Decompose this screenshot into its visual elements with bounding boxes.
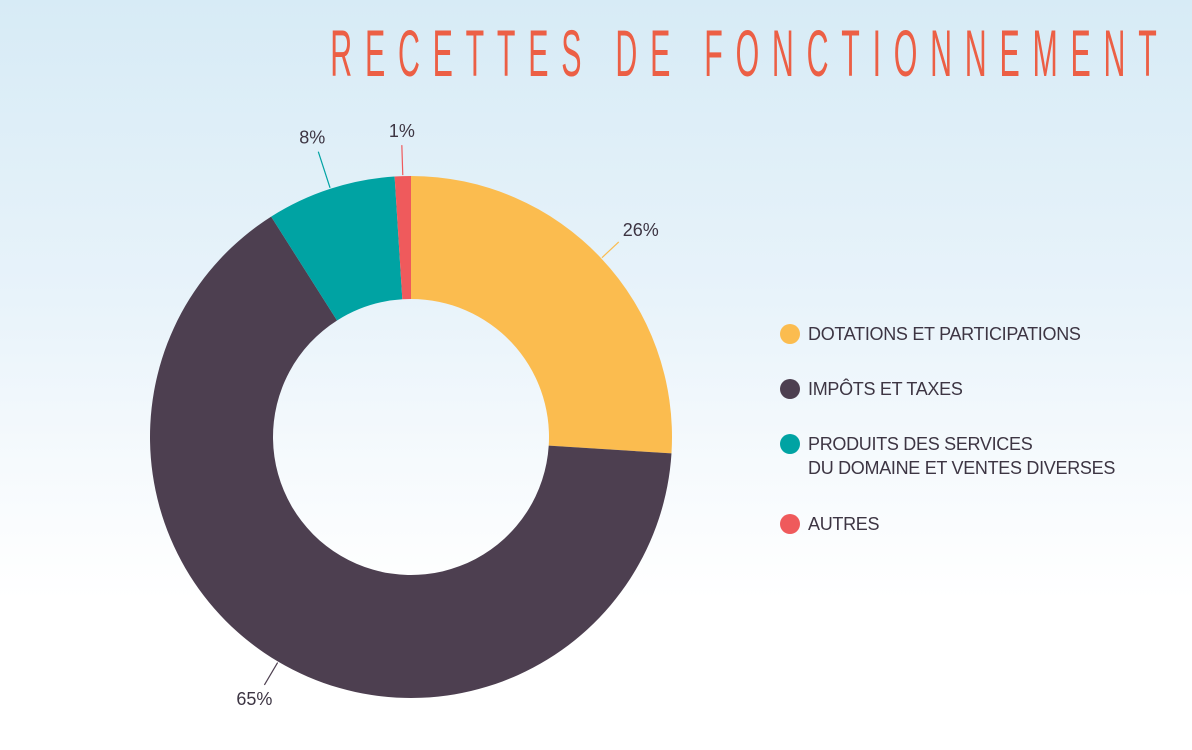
legend-label-autres: AUTRES [808,514,880,534]
legend-label-dotations: DOTATIONS ET PARTICIPATIONS [808,324,1081,344]
legend-label-produits: PRODUITS DES SERVICES DU DOMAINE ET VENT… [808,434,1116,478]
slice-autres [394,176,411,300]
legend-item-produits: PRODUITS DES SERVICES DU DOMAINE ET VENT… [780,432,1115,480]
legend-item-dotations: DOTATIONS ET PARTICIPATIONS [780,322,1081,346]
label-leader-lines [263,145,620,686]
legend-item-impots: IMPÔTS ET TAXES [780,377,963,401]
data-label-dotations: 26% [623,220,659,240]
legend-swatch-impots [780,379,800,399]
legend-swatch-dotations [780,324,800,344]
slice-impots [149,216,672,698]
slice-dotations [411,176,672,454]
data-label-produits: 8% [299,128,325,148]
data-labels: 26% 65% 8% 1% [236,121,658,709]
leader-line-produits [317,151,331,189]
leader-line-dotations [601,241,620,259]
donut-slices [149,176,672,698]
legend-item-autres: AUTRES [780,512,880,536]
legend-swatch-autres [780,514,800,534]
legend-swatch-produits [780,434,800,454]
data-label-autres: 1% [389,121,415,141]
data-label-impots: 65% [236,689,272,709]
legend-label-impots: IMPÔTS ET TAXES [808,379,963,399]
leader-line-impots [263,662,279,686]
leader-line-autres [401,145,404,176]
slice-produits [271,176,403,321]
